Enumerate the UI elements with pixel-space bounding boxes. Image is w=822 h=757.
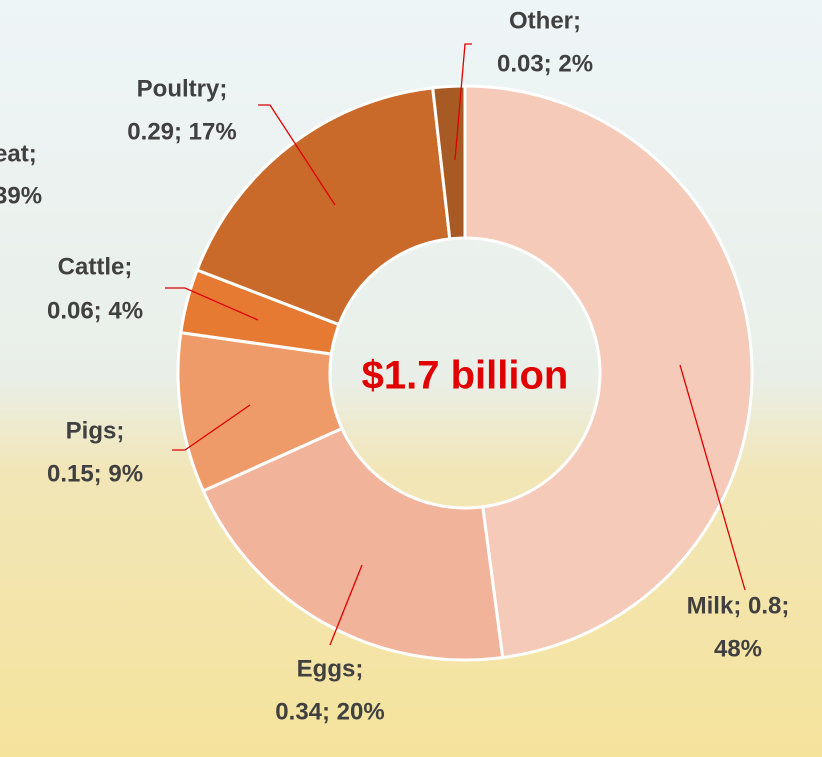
data-label: 0.34; 20% bbox=[275, 698, 384, 725]
data-label: Eggs; bbox=[297, 655, 364, 682]
data-label: Cattle; bbox=[58, 253, 133, 280]
data-label: Poultry; bbox=[137, 75, 228, 102]
data-label: 48% bbox=[714, 635, 762, 662]
data-label: Other; bbox=[509, 7, 581, 34]
data-label: Pigs; bbox=[66, 417, 125, 444]
data-label: Milk; 0.8; bbox=[687, 592, 790, 619]
chart: $1.7 billion eat; 39% Milk; 0.8; 48% Eggs;… bbox=[0, 0, 822, 757]
annotation: 39% bbox=[0, 182, 42, 209]
data-label: 0.15; 9% bbox=[47, 460, 143, 487]
center-label: $1.7 billion bbox=[362, 354, 569, 398]
data-label: 0.06; 4% bbox=[47, 297, 143, 324]
data-label: 0.29; 17% bbox=[127, 118, 236, 145]
data-label: 0.03; 2% bbox=[497, 50, 593, 77]
annotation: eat; bbox=[0, 140, 37, 167]
